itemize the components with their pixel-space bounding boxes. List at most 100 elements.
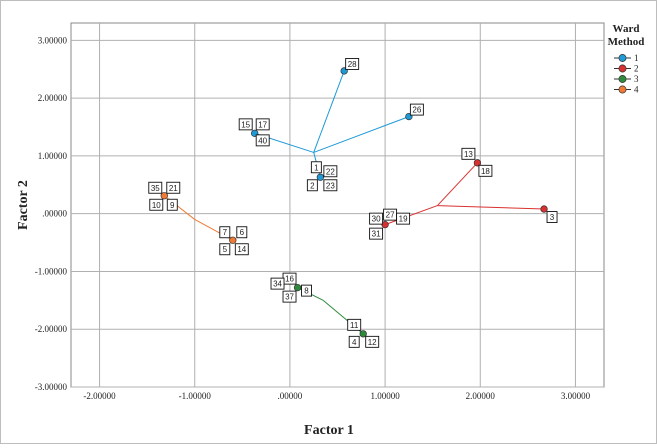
y-tick-label: 1.00000	[38, 151, 68, 161]
svg-text:16: 16	[285, 275, 294, 284]
point-label-10: 10	[149, 198, 164, 211]
point-label-6: 6	[236, 226, 248, 239]
svg-text:10: 10	[152, 201, 161, 210]
svg-text:3: 3	[634, 74, 639, 84]
cluster-2-point	[473, 159, 482, 167]
point-label-12: 12	[365, 335, 380, 348]
point-label-30: 30	[369, 212, 384, 225]
legend-entry-1: 1	[614, 53, 639, 63]
svg-text:35: 35	[151, 184, 160, 193]
svg-text:17: 17	[258, 120, 267, 129]
gridlines	[71, 23, 604, 388]
legend-entry-3: 3	[614, 74, 639, 84]
cluster-1-line	[313, 70, 345, 153]
cluster-2-line	[437, 162, 478, 206]
point-label-35: 35	[148, 181, 163, 194]
y-axis-title: Factor 2	[16, 180, 31, 230]
x-tick-label: 3.00000	[561, 391, 591, 401]
svg-text:21: 21	[169, 184, 178, 193]
point-label-13: 13	[461, 147, 476, 160]
svg-text:2: 2	[634, 64, 639, 74]
point-label-4: 4	[348, 335, 360, 348]
point-label-15: 15	[238, 118, 253, 131]
y-tick-label: -2.00000	[35, 324, 68, 334]
y-tick-label: .00000	[42, 209, 67, 219]
x-tick-label: -1.00000	[179, 391, 212, 401]
svg-text:18: 18	[481, 167, 490, 176]
point-label-9: 9	[166, 198, 178, 211]
svg-text:19: 19	[399, 215, 408, 224]
x-tick-label: -2.00000	[83, 391, 116, 401]
svg-text:15: 15	[241, 120, 250, 129]
svg-text:4: 4	[352, 338, 357, 347]
y-tick-label: 3.00000	[38, 35, 68, 45]
legend-title-line-1: Ward	[613, 23, 640, 35]
svg-text:11: 11	[350, 321, 359, 330]
point-label-18: 18	[478, 164, 493, 177]
point-label-31: 31	[369, 227, 384, 240]
point-label-34: 34	[270, 277, 285, 290]
svg-text:34: 34	[273, 280, 282, 289]
legend-entry-4: 4	[614, 85, 639, 95]
svg-text:28: 28	[348, 60, 357, 69]
x-tick-label: 1.00000	[370, 391, 400, 401]
x-tick-label: .00000	[278, 391, 303, 401]
cluster-3-point	[359, 330, 367, 338]
svg-text:9: 9	[170, 201, 175, 210]
svg-text:13: 13	[464, 150, 473, 159]
legend-entry-2: 2	[614, 64, 639, 74]
point-label-28: 28	[345, 58, 360, 70]
point-label-11: 11	[347, 318, 362, 331]
svg-text:5: 5	[223, 245, 228, 254]
point-label-2: 2	[306, 179, 318, 192]
legend-title-line-2: Method	[608, 36, 645, 48]
svg-text:14: 14	[237, 245, 246, 254]
point-label-16: 16	[282, 272, 297, 285]
svg-text:30: 30	[372, 215, 381, 224]
cluster-1-line	[313, 116, 410, 153]
svg-text:1: 1	[314, 163, 319, 172]
svg-text:2: 2	[310, 181, 315, 190]
point-label-8: 8	[301, 284, 312, 297]
point-label-19: 19	[396, 212, 411, 225]
cluster-4-point	[160, 192, 168, 200]
svg-text:22: 22	[326, 167, 335, 176]
svg-text:31: 31	[372, 230, 381, 239]
point-label-3: 3	[546, 211, 558, 223]
cluster-2-line	[437, 205, 545, 210]
point-label-22: 22	[323, 165, 338, 178]
svg-text:3: 3	[550, 213, 555, 222]
svg-text:1: 1	[634, 53, 639, 63]
cluster-4-point	[229, 236, 237, 244]
point-label-17: 17	[255, 118, 270, 131]
point-label-26: 26	[409, 103, 424, 116]
svg-text:40: 40	[258, 136, 267, 145]
cluster-2-point	[540, 205, 548, 213]
svg-text:26: 26	[412, 106, 421, 115]
point-label-7: 7	[219, 226, 231, 239]
point-label-5: 5	[219, 243, 231, 256]
point-label-23: 23	[323, 179, 338, 192]
y-tick-label: 2.00000	[38, 93, 68, 103]
x-axis-title: Factor 1	[304, 423, 354, 438]
point-label-40: 40	[255, 134, 270, 147]
point-label-37: 37	[282, 290, 297, 303]
svg-text:27: 27	[386, 211, 395, 220]
svg-text:37: 37	[285, 293, 294, 302]
x-tick-label: 2.00000	[466, 391, 496, 401]
point-label-1: 1	[310, 161, 322, 174]
tick-labels: -2.00000 -1.00000.00000 1.00000 2.00000 3.00…	[35, 35, 591, 401]
svg-text:8: 8	[304, 287, 309, 296]
cluster-1-point	[316, 173, 325, 181]
svg-text:6: 6	[240, 228, 245, 237]
y-tick-label: -1.00000	[35, 266, 68, 276]
cluster-2-point	[381, 220, 389, 229]
svg-text:23: 23	[326, 181, 335, 190]
cluster-3-point	[293, 283, 302, 292]
cluster-2-line	[384, 205, 438, 226]
y-tick-label: -3.00000	[35, 382, 68, 392]
svg-text:12: 12	[368, 338, 377, 347]
